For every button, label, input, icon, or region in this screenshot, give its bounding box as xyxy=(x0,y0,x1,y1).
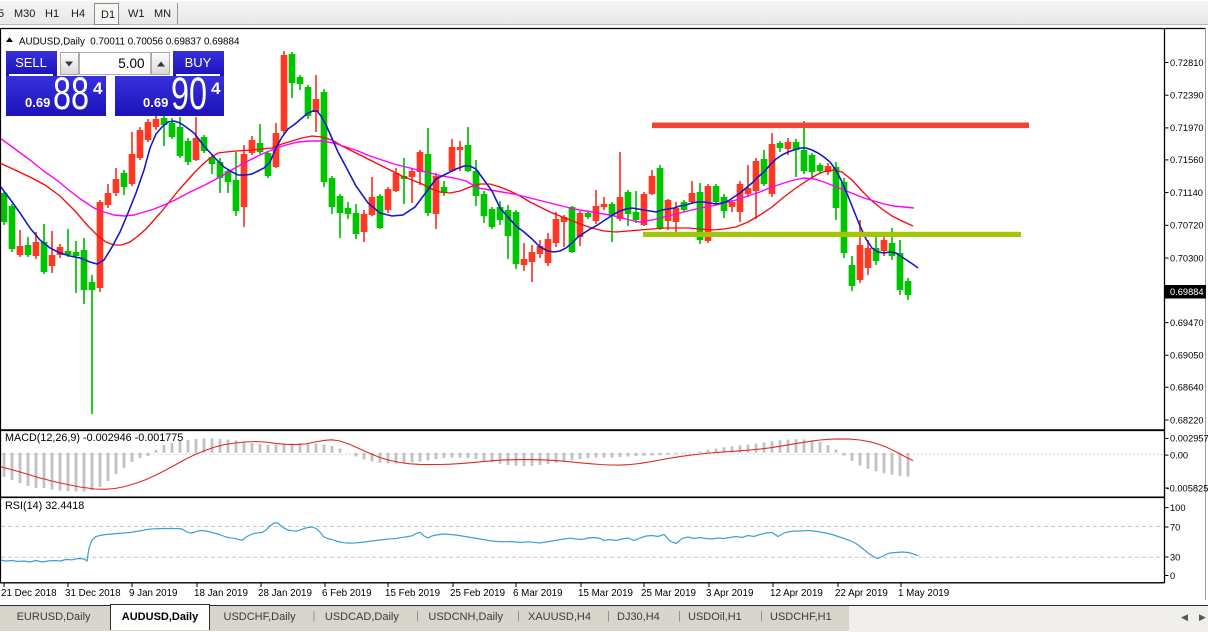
svg-text:0.70720: 0.70720 xyxy=(1170,221,1204,231)
svg-text:0.72810: 0.72810 xyxy=(1170,58,1204,68)
svg-text:0: 0 xyxy=(1170,571,1175,581)
svg-text:15 Mar 2019: 15 Mar 2019 xyxy=(578,588,633,599)
svg-text:25 Feb 2019: 25 Feb 2019 xyxy=(450,588,505,599)
svg-text:0.69470: 0.69470 xyxy=(1170,318,1204,328)
svg-text:28 Jan 2019: 28 Jan 2019 xyxy=(258,588,312,599)
svg-text:22 Apr 2019: 22 Apr 2019 xyxy=(835,588,888,599)
svg-text:18 Jan 2019: 18 Jan 2019 xyxy=(194,588,248,599)
svg-text:0.69050: 0.69050 xyxy=(1170,351,1204,361)
svg-text:0.71560: 0.71560 xyxy=(1170,155,1204,165)
svg-text:3 Apr 2019: 3 Apr 2019 xyxy=(706,588,753,599)
svg-text:100: 100 xyxy=(1170,503,1186,513)
svg-text:0.00: 0.00 xyxy=(1170,450,1188,460)
svg-text:6 Feb 2019: 6 Feb 2019 xyxy=(322,588,372,599)
svg-text:0.71140: 0.71140 xyxy=(1170,188,1203,198)
svg-text:70: 70 xyxy=(1170,522,1180,532)
svg-text:25 Mar 2019: 25 Mar 2019 xyxy=(641,588,696,599)
svg-text:0.71970: 0.71970 xyxy=(1170,123,1204,133)
svg-text:12 Apr 2019: 12 Apr 2019 xyxy=(770,588,823,599)
svg-text:30: 30 xyxy=(1170,552,1180,562)
svg-text:RSI(14) 32.4418: RSI(14) 32.4418 xyxy=(5,500,84,512)
svg-text:AUDUSD,Daily 0.70011 0.70056: AUDUSD,Daily 0.70011 0.70056 0.69837 0.6… xyxy=(19,37,240,48)
svg-text:6 Mar 2019: 6 Mar 2019 xyxy=(513,588,563,599)
svg-text:0.68220: 0.68220 xyxy=(1170,415,1204,425)
svg-text:0.68640: 0.68640 xyxy=(1170,383,1204,393)
svg-text:0.002957: 0.002957 xyxy=(1170,434,1208,444)
svg-text:MACD(12,26,9) -0.002946 -0.001: MACD(12,26,9) -0.002946 -0.001775 xyxy=(5,432,183,444)
svg-text:9 Jan 2019: 9 Jan 2019 xyxy=(129,588,177,599)
svg-text:0.69884: 0.69884 xyxy=(1170,287,1204,297)
svg-text:21 Dec 2018: 21 Dec 2018 xyxy=(1,588,57,599)
svg-text:0.72390: 0.72390 xyxy=(1170,91,1204,101)
svg-text:15 Feb 2019: 15 Feb 2019 xyxy=(385,588,440,599)
svg-text:0.70300: 0.70300 xyxy=(1170,253,1204,263)
svg-text:1 May 2019: 1 May 2019 xyxy=(898,588,949,599)
svg-text:-0.005825: -0.005825 xyxy=(1167,483,1208,493)
svg-text:31 Dec 2018: 31 Dec 2018 xyxy=(65,588,121,599)
